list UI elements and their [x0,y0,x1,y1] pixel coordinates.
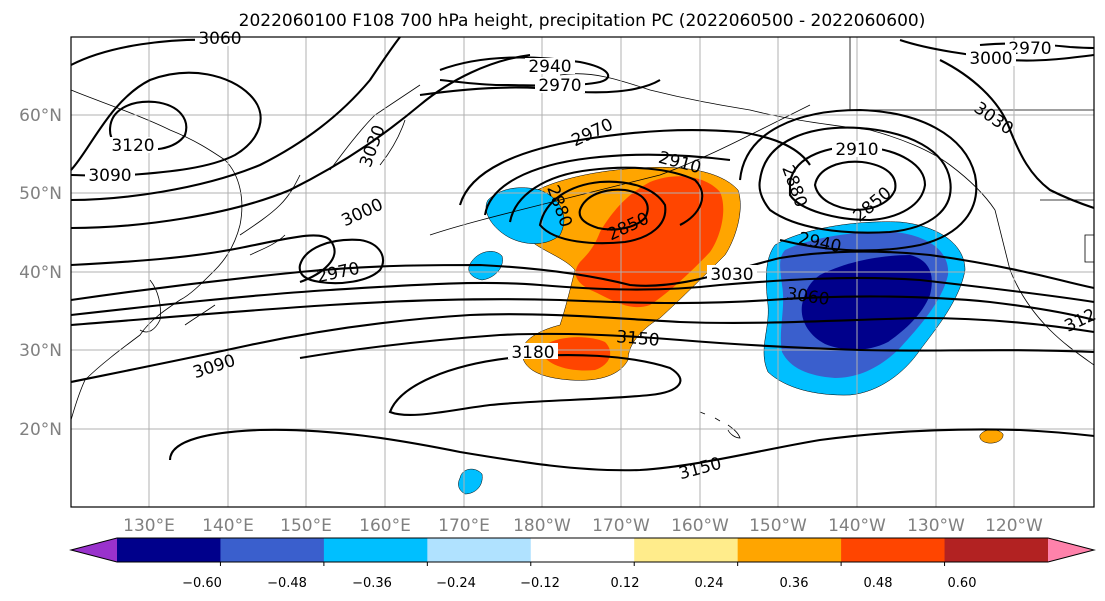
contour-label: 3060 [198,29,241,49]
map-panel: 3060 2940 2970 2970 2970 3000 3030 3120 … [70,29,1099,508]
contour-3030-nw [70,36,401,202]
contour-2970-mid [458,129,811,206]
colorbar-segment [841,538,946,562]
contour-2940-east [738,108,978,252]
lon-label: 180°W [513,516,571,536]
lon-label: 140°E [202,516,254,536]
colorbar-segment [634,538,739,562]
contour-3000-band [70,250,1095,302]
colorbar-ticks: −0.60 −0.48 −0.36 −0.24 −0.12 0.12 0.24 … [182,576,976,591]
contour-2970-ne [979,42,1095,50]
contour-2940-mid [483,153,731,216]
contour-3000 [70,53,531,230]
lon-label: 150°W [749,516,807,536]
colorbar-segment [117,538,221,562]
lon-label: 130°W [907,516,965,536]
colorbar-outline [69,537,1096,563]
contour-2940-north [439,56,610,87]
contour-2850-east [813,160,897,212]
north-america-coast [994,209,1095,366]
lat-label: 50°N [19,184,62,204]
contour-2910-west [508,166,704,226]
contour-3150-south [168,428,1095,472]
latitude-labels: 60°N 50°N 40°N 30°N 20°N [19,106,62,440]
contour-label: 3180 [511,343,554,363]
colorbar-tick-label: 0.60 [948,576,977,591]
contour-2970-south [70,234,336,283]
korea-coast [139,279,161,333]
contour-label: 2970 [1008,39,1051,59]
colorbar-tick-label: 0.36 [780,576,809,591]
figure-title: 2022060100 F108 700 hPa height, precipit… [239,11,926,31]
contour-label: 3000 [969,49,1012,69]
contour-2880-west [538,180,667,245]
contour-3090-band [70,313,1095,384]
map-frame [70,36,1095,508]
contour-label: 2910 [835,140,878,160]
colorbar [69,537,1096,566]
alaska-coast [559,73,996,211]
contour-label: 3030 [710,265,753,285]
colorbar-segment [944,538,1049,562]
height-contours [70,36,1095,472]
aleutian-islands [429,104,811,236]
contour-3180-closed [388,353,682,417]
lon-label: 170°E [438,516,490,536]
lat-label: 60°N [19,106,62,126]
contour-3030-band [70,276,1095,317]
lat-label: 40°N [19,263,62,283]
lon-label: 160°E [359,516,411,536]
contour-label: 3150 [615,327,660,351]
contour-label: 3090 [88,166,131,186]
contour-3030-east [939,59,1095,209]
colorbar-tick-label: −0.48 [267,576,307,591]
colorbar-tick-label: −0.12 [520,576,560,591]
colorbar-tick-label: 0.12 [611,576,640,591]
contour-2970-closed [298,238,385,285]
colorbar-segment [220,538,325,562]
longitude-labels: 130°E 140°E 150°E 160°E 170°E 180°W 170°… [123,516,1043,536]
contour-2850-west [578,188,649,231]
colorbar-segment [737,538,842,562]
colorbar-tick-label: −0.60 [182,576,222,591]
colorbar-tick-label: 0.24 [695,576,724,591]
colorbar-extension-high [1048,538,1094,562]
lon-label: 140°W [828,516,886,536]
colorbar-tick-label: 0.48 [864,576,893,591]
lat-label: 20°N [19,420,62,440]
precip-shading [458,166,1004,495]
lon-label: 130°E [123,516,175,536]
hawaii-islands [699,411,741,439]
colorbar-segment [323,538,428,562]
contour-3060-band [70,295,1095,327]
positive-anomaly-inner [575,176,724,308]
contour-label: 2940 [528,57,571,77]
colorbar-tick-label: −0.36 [352,576,392,591]
lon-label: 150°E [280,516,332,536]
contour-label: 2970 [538,76,581,96]
colorbar-segment [530,538,635,562]
lon-label: 170°W [592,516,650,536]
colorbar-extension-low [71,538,117,562]
colorbar-segment [427,538,532,562]
contour-3150-band [299,332,1095,360]
contour-2910-east [758,126,952,234]
colorbar-tick-label: −0.24 [436,576,476,591]
asia-coast [70,89,243,421]
lon-label: 160°W [671,516,729,536]
contour-label: 3120 [111,136,154,156]
lat-label: 30°N [19,341,62,361]
lon-label: 120°W [985,516,1043,536]
positive-anomaly-inner-south [545,337,611,371]
